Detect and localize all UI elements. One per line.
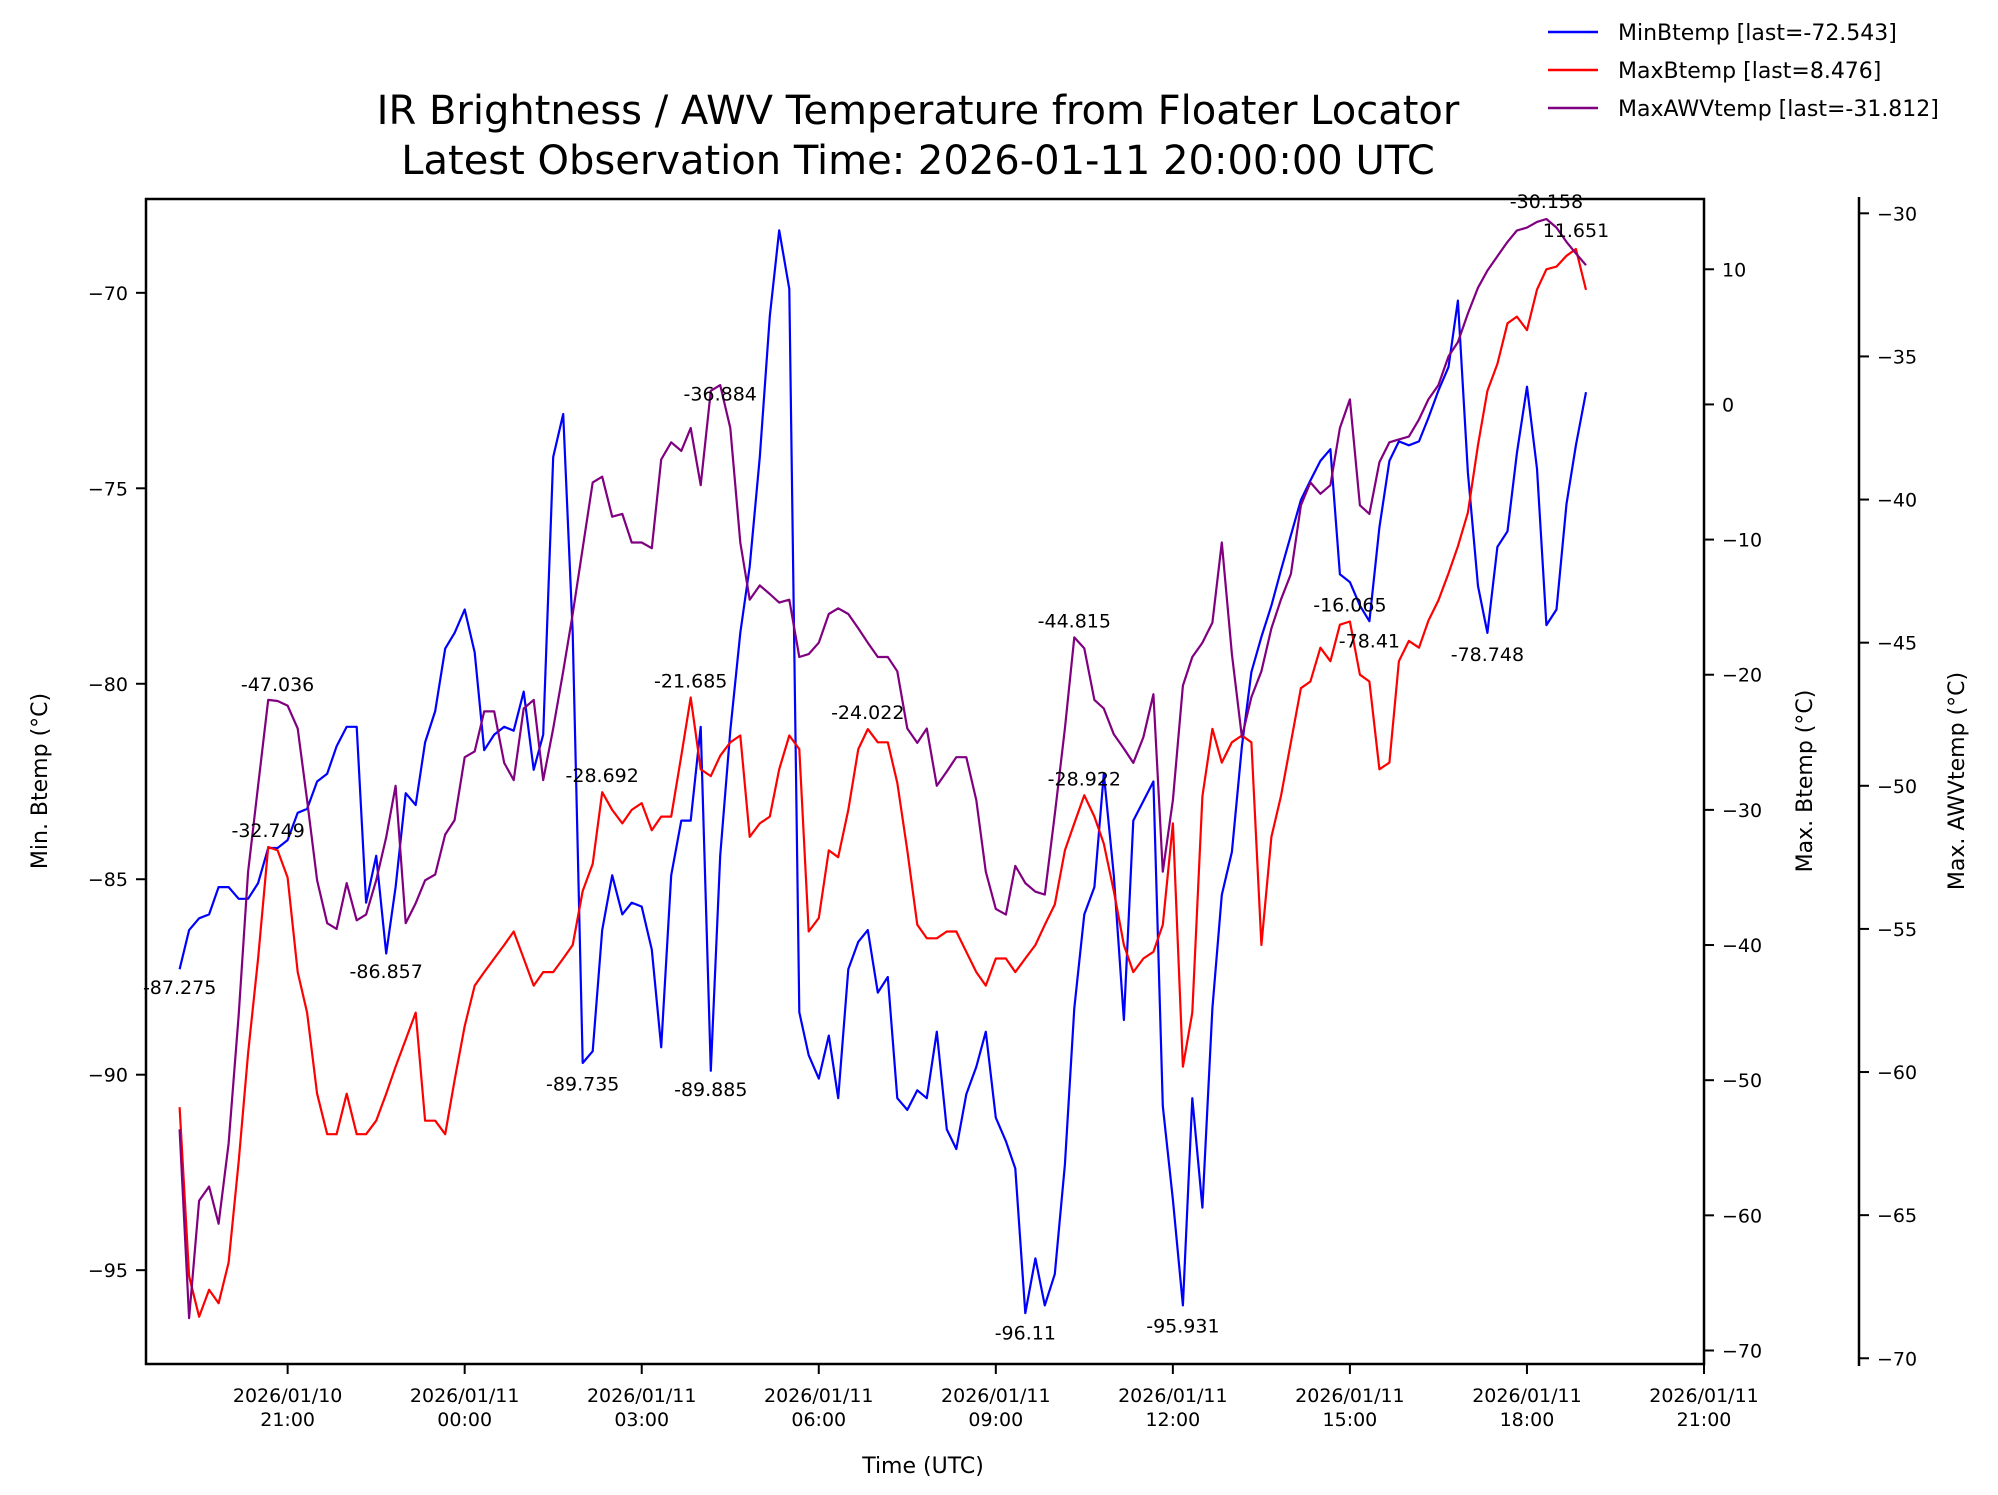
chart-title: IR Brightness / AWV Temperature from Flo… (377, 88, 1460, 134)
data-label: -24.022 (831, 702, 904, 724)
x-tick-label-time: 12:00 (1145, 1409, 1200, 1431)
plot-frame (144, 197, 1706, 1366)
y-tick-label-max: −20 (1722, 665, 1762, 687)
y-tick-label-min: −75 (88, 478, 128, 500)
y-tick-label-max: −10 (1722, 530, 1762, 552)
x-tick-label-time: 21:00 (1677, 1409, 1732, 1431)
y-tick-label-max: −50 (1722, 1070, 1762, 1092)
y-tick-label-max: −30 (1722, 800, 1762, 822)
x-tick-label-time: 06:00 (791, 1409, 846, 1431)
series-line-MinBtemp (178, 229, 1588, 1315)
series-line-MaxAWVtemp (178, 217, 1587, 1320)
y-tick-label-min: −95 (88, 1260, 128, 1282)
x-tick-label-date: 2026/01/11 (1295, 1385, 1405, 1407)
y-tick-label-awv: −60 (1877, 1062, 1917, 1084)
y-tick-label-awv: −30 (1877, 203, 1917, 225)
y-tick-label-max: −60 (1722, 1205, 1762, 1227)
x-tick-label-time: 18:00 (1500, 1409, 1555, 1431)
data-label: -95.931 (1146, 1316, 1219, 1338)
data-label: -28.692 (566, 765, 639, 787)
y-tick-label-max: 10 (1722, 259, 1746, 281)
data-label: -32.749 (231, 820, 304, 842)
data-label: -96.11 (995, 1323, 1056, 1345)
data-label: -86.857 (350, 961, 423, 983)
y-axis-label-max: Max. Btemp (°C) (1793, 690, 1818, 873)
y-tick-label-awv: −50 (1877, 776, 1917, 798)
data-label: -16.065 (1313, 595, 1386, 617)
data-label: -21.685 (654, 671, 727, 693)
x-tick-label-date: 2026/01/11 (941, 1385, 1051, 1407)
legend: MinBtemp [last=-72.543] MaxBtemp [last=8.… (1548, 21, 1939, 122)
data-label: -44.815 (1038, 610, 1111, 632)
x-tick-label-date: 2026/01/11 (1472, 1385, 1582, 1407)
data-label: -78.748 (1451, 644, 1524, 666)
legend-entry-MaxAWVtemp: MaxAWVtemp [last=-31.812] (1618, 97, 1939, 122)
y-tick-label-awv: −55 (1877, 919, 1917, 941)
data-label: -36.884 (684, 383, 757, 405)
x-tick-label-time: 21:00 (260, 1409, 315, 1431)
x-tick-label-date: 2026/01/11 (1649, 1385, 1759, 1407)
series-line-MaxBtemp (178, 247, 1588, 1318)
data-label: -47.036 (241, 674, 314, 696)
y-tick-label-awv: −65 (1877, 1205, 1917, 1227)
x-axis-label: Time (UTC) (861, 1454, 984, 1479)
x-tick-label-date: 2026/01/11 (764, 1385, 874, 1407)
y-tick-label-max: 0 (1722, 394, 1734, 416)
x-tick-label-date: 2026/01/11 (410, 1385, 520, 1407)
data-label: -30.158 (1510, 191, 1583, 213)
y-tick-label-awv: −70 (1877, 1348, 1917, 1370)
legend-entry-MaxBtemp: MaxBtemp [last=8.476] (1618, 59, 1881, 84)
y-tick-label-min: −80 (88, 674, 128, 696)
y-tick-label-max: −70 (1722, 1340, 1762, 1362)
y-tick-label-min: −90 (88, 1065, 128, 1087)
legend-entry-MinBtemp: MinBtemp [last=-72.543] (1618, 21, 1897, 46)
data-label: -89.735 (546, 1073, 619, 1095)
y-axis-label-awv: Max. AWVtemp (°C) (1945, 672, 1970, 890)
y-tick-label-awv: −35 (1877, 346, 1917, 368)
data-label: 11.651 (1543, 220, 1609, 242)
data-label: -78.41 (1339, 631, 1400, 653)
data-label: -28.922 (1048, 768, 1121, 790)
x-tick-label-time: 09:00 (968, 1409, 1023, 1431)
data-label: -87.275 (143, 977, 216, 999)
y-tick-label-max: −40 (1722, 935, 1762, 957)
y-tick-label-awv: −40 (1877, 490, 1917, 512)
y-tick-label-awv: −45 (1877, 633, 1917, 655)
y-tick-label-min: −70 (88, 283, 128, 305)
y-tick-label-min: −85 (88, 869, 128, 891)
x-tick-label-date: 2026/01/11 (587, 1385, 697, 1407)
x-tick-label-date: 2026/01/10 (233, 1385, 343, 1407)
y-axis-label-min: Min. Btemp (°C) (28, 693, 53, 869)
chart-subtitle: Latest Observation Time: 2026-01-11 20:0… (401, 138, 1435, 184)
x-tick-label-date: 2026/01/11 (1118, 1385, 1228, 1407)
x-tick-label-time: 00:00 (437, 1409, 492, 1431)
data-label: -89.885 (674, 1079, 747, 1101)
x-tick-label-time: 03:00 (614, 1409, 669, 1431)
x-tick-label-time: 15:00 (1323, 1409, 1378, 1431)
